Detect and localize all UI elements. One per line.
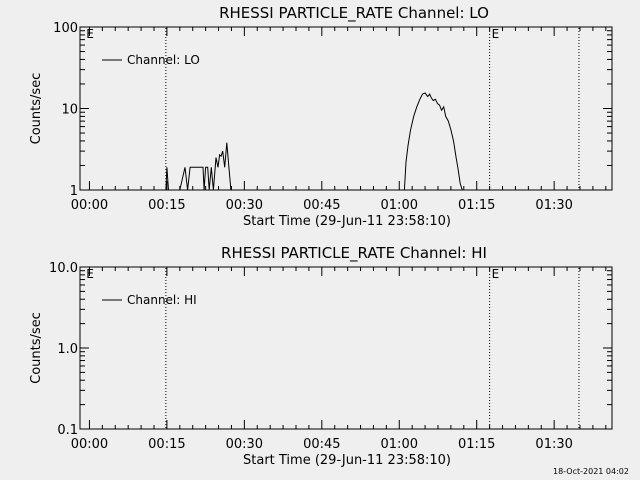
hi-legend-label: Channel: HI: [127, 293, 197, 307]
hi-y-tick-label: 1.0: [57, 342, 78, 357]
plot-timestamp: 18-Oct-2021 04:02: [553, 467, 629, 476]
lo-x-tick-label: 00:15: [148, 198, 185, 213]
lo-y-tick-label: 100: [53, 21, 78, 36]
hi-x-tick-label: 00:30: [226, 437, 263, 452]
hi-x-tick-label: 01:15: [458, 437, 495, 452]
lo-series-line-0: [86, 92, 612, 191]
hi-x-tick-label: 01:30: [535, 437, 572, 452]
hi-x-tick-label: 00:00: [71, 437, 108, 452]
lo-x-tick-label: 00:45: [303, 198, 340, 213]
hi-event-marker-label: E: [492, 267, 500, 281]
lo-event-marker-label: E: [492, 27, 500, 41]
lo-event-marker-label: E: [86, 27, 94, 41]
hi-x-tick-label: 00:45: [303, 437, 340, 452]
lo-plot-frame: [79, 26, 613, 191]
lo-y-tick-label: 10: [61, 103, 78, 118]
lo-legend-label: Channel: LO: [127, 53, 200, 67]
hi-x-axis-title: Start Time (29-Jun-11 23:58:10): [243, 453, 451, 468]
lo-x-tick-label: 01:15: [458, 198, 495, 213]
hi-y-tick-label: 10.0: [49, 261, 78, 276]
hi-y-tick-label: 0.1: [57, 423, 78, 438]
lo-x-axis-title: Start Time (29-Jun-11 23:58:10): [243, 214, 451, 229]
lo-y-axis-title: Counts/sec: [29, 73, 44, 145]
lo-y-tick-label: 1: [70, 184, 78, 199]
hi-event-marker-label: E: [86, 267, 94, 281]
lo-x-tick-label: 01:00: [381, 198, 418, 213]
lo-x-tick-label: 01:30: [535, 198, 572, 213]
hi-x-tick-label: 01:00: [381, 437, 418, 452]
lo-chart-title: RHESSI PARTICLE_RATE Channel: LO: [219, 4, 489, 23]
hi-x-tick-label: 00:15: [148, 437, 185, 452]
lo-x-tick-label: 00:30: [226, 198, 263, 213]
lo-x-tick-label: 00:00: [71, 198, 108, 213]
hi-y-axis-title: Counts/sec: [29, 312, 44, 384]
hi-plot-frame: [79, 266, 613, 430]
hi-chart-title: RHESSI PARTICLE_RATE Channel: HI: [221, 244, 487, 263]
